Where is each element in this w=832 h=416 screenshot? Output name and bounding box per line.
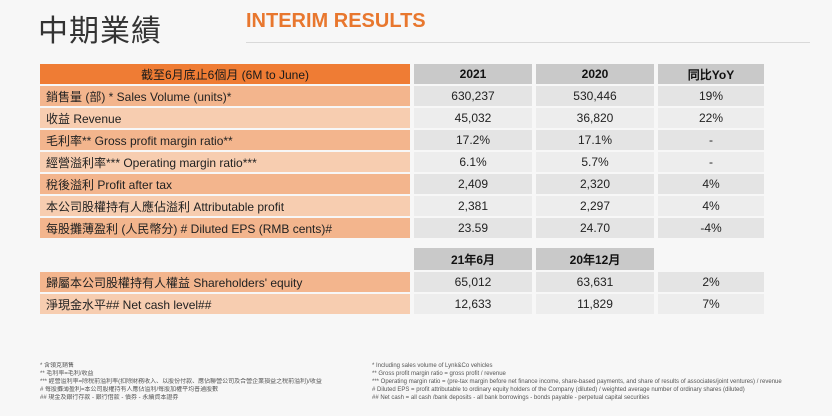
footnotes-chinese: * 含領克銷售 ** 毛利率=毛利/收益 *** 經營溢利率=除稅前溢利率(扣除… xyxy=(40,362,360,402)
value-yoy: 7% xyxy=(658,294,764,314)
footnote: ** 毛利率=毛利/收益 xyxy=(40,371,94,377)
period-header: 截至6月底止6個月 (6M to June) xyxy=(40,64,410,84)
table-row: 稅後溢利 Profit after tax 2,409 2,320 4% xyxy=(40,174,764,194)
row-label: 銷售量 (部) * Sales Volume (units)* xyxy=(40,86,410,106)
column-header-2021: 2021 xyxy=(414,64,532,84)
value-2020: 2,320 xyxy=(536,174,654,194)
column-header-dec20: 20年12月 xyxy=(536,248,654,270)
row-label: 毛利率** Gross profit margin ratio** xyxy=(40,130,410,150)
value-dec20: 63,631 xyxy=(536,272,654,292)
row-label: 每股攤薄盈利 (人民幣分) # Diluted EPS (RMB cents)# xyxy=(40,218,410,238)
row-label: 本公司股權持有人應佔溢利 Attributable profit xyxy=(40,196,410,216)
value-jun21: 12,633 xyxy=(414,294,532,314)
value-2021: 23.59 xyxy=(414,218,532,238)
footnote: * 含領克銷售 xyxy=(40,363,75,369)
value-2020: 5.7% xyxy=(536,152,654,172)
table-row: 本公司股權持有人應佔溢利 Attributable profit 2,381 2… xyxy=(40,196,764,216)
value-2021: 2,409 xyxy=(414,174,532,194)
table-row: 銷售量 (部) * Sales Volume (units)* 630,237 … xyxy=(40,86,764,106)
footnote: # Diluted EPS = profit attributable to o… xyxy=(372,387,745,393)
value-2021: 2,381 xyxy=(414,196,532,216)
row-label: 歸屬本公司股權持有人權益 Shareholders' equity xyxy=(40,272,410,292)
table-row: 淨現金水平## Net cash level## 12,633 11,829 7… xyxy=(40,294,764,314)
row-label: 稅後溢利 Profit after tax xyxy=(40,174,410,194)
page-title-chinese: 中期業績 xyxy=(38,14,162,49)
table-row: 收益 Revenue 45,032 36,820 22% xyxy=(40,108,764,128)
column-header-jun21: 21年6月 xyxy=(414,248,532,270)
footnote: *** Operating margin ratio = (pre-tax ma… xyxy=(372,379,782,385)
value-2020: 530,446 xyxy=(536,86,654,106)
value-yoy: - xyxy=(658,152,764,172)
footnotes-english: * Including sales volume of Lynk&Co vehi… xyxy=(372,362,792,402)
value-2020: 2,297 xyxy=(536,196,654,216)
row-label: 經營溢利率*** Operating margin ratio*** xyxy=(40,152,410,172)
column-header-yoy: 同比YoY xyxy=(658,64,764,84)
footnote: ## Net cash = all cash /bank deposits - … xyxy=(372,395,650,401)
value-dec20: 11,829 xyxy=(536,294,654,314)
footnote: ** Gross profit margin ratio = gross pro… xyxy=(372,371,506,377)
table-row: 毛利率** Gross profit margin ratio** 17.2% … xyxy=(40,130,764,150)
table-header-row: 截至6月底止6個月 (6M to June) 2021 2020 同比YoY xyxy=(40,64,764,84)
value-yoy: 4% xyxy=(658,196,764,216)
table-row: 每股攤薄盈利 (人民幣分) # Diluted EPS (RMB cents)#… xyxy=(40,218,764,238)
value-2021: 630,237 xyxy=(414,86,532,106)
table-row: 歸屬本公司股權持有人權益 Shareholders' equity 65,012… xyxy=(40,272,764,292)
results-table: 截至6月底止6個月 (6M to June) 2021 2020 同比YoY 銷… xyxy=(40,62,764,316)
value-2021: 6.1% xyxy=(414,152,532,172)
value-yoy: - xyxy=(658,130,764,150)
footnote: *** 經營溢利率=除稅前溢利率(扣除財務收入、以股份付款、應佔聯營公司及合營企… xyxy=(40,379,322,385)
table-row: 經營溢利率*** Operating margin ratio*** 6.1% … xyxy=(40,152,764,172)
footnote: # 每股攤薄盈利=本公司股權持有人應佔溢利/每股加權平均普通股數 xyxy=(40,387,219,393)
balance-header-row: 21年6月 20年12月 xyxy=(40,248,764,270)
page-title-english: INTERIM RESULTS xyxy=(246,10,426,32)
value-2021: 45,032 xyxy=(414,108,532,128)
row-label: 收益 Revenue xyxy=(40,108,410,128)
footnote: * Including sales volume of Lynk&Co vehi… xyxy=(372,363,493,369)
value-jun21: 65,012 xyxy=(414,272,532,292)
value-2021: 17.2% xyxy=(414,130,532,150)
value-yoy: 2% xyxy=(658,272,764,292)
value-yoy: 4% xyxy=(658,174,764,194)
value-2020: 17.1% xyxy=(536,130,654,150)
value-yoy: 19% xyxy=(658,86,764,106)
value-yoy: -4% xyxy=(658,218,764,238)
footnote: ## 現金及銀行存款 - 銀行借款 - 債券 - 永續資本證券 xyxy=(40,395,179,401)
column-header-2020: 2020 xyxy=(536,64,654,84)
row-label: 淨現金水平## Net cash level## xyxy=(40,294,410,314)
value-yoy: 22% xyxy=(658,108,764,128)
title-divider xyxy=(246,42,810,43)
value-2020: 24.70 xyxy=(536,218,654,238)
value-2020: 36,820 xyxy=(536,108,654,128)
